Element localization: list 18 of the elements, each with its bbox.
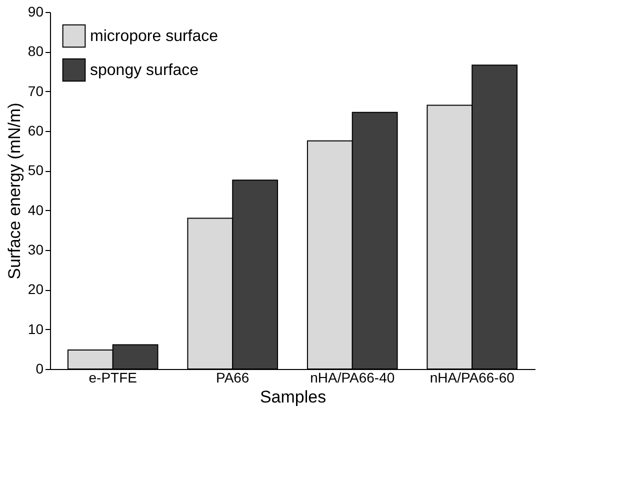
y-tick-label: 10 xyxy=(28,320,44,337)
y-tick-label: 20 xyxy=(28,281,44,298)
y-tick-label: 0 xyxy=(36,360,44,376)
x-tick-label: nHA/PA66-40 xyxy=(310,370,395,386)
x-axis-title: Samples xyxy=(260,388,326,406)
y-tick-label: 40 xyxy=(28,202,44,218)
x-tick-label: nHA/PA66-60 xyxy=(430,370,515,386)
x-tick-label: PA66 xyxy=(216,370,250,386)
y-tick-label: 30 xyxy=(28,242,44,258)
x-tick-label: e-PTFE xyxy=(88,370,137,386)
legend-label: micropore surface xyxy=(90,28,218,45)
y-tick-label: 90 xyxy=(28,4,44,20)
legend-label: spongy surface xyxy=(90,62,199,79)
y-axis-title: Surface energy (mN/m) xyxy=(4,102,24,280)
y-tick-label: 70 xyxy=(28,82,44,99)
y-tick-label: 60 xyxy=(28,122,44,138)
y-tick-label: 50 xyxy=(28,162,44,178)
y-tick-label: 80 xyxy=(28,43,44,60)
